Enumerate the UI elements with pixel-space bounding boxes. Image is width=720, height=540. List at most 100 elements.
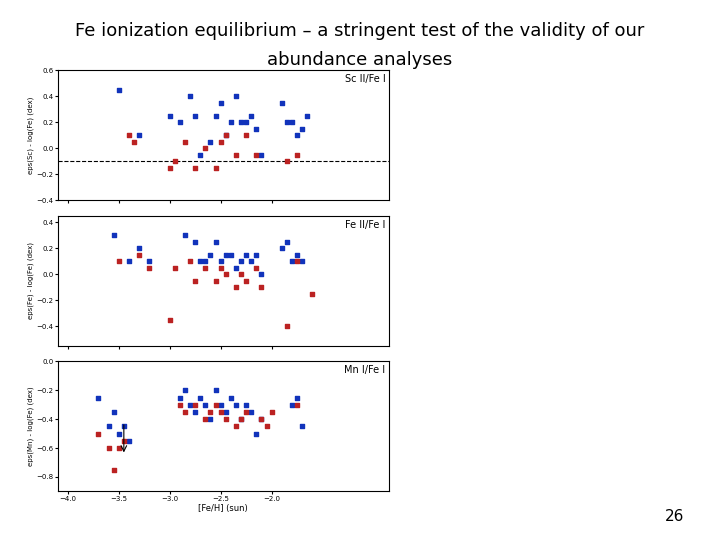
Point <box>246 111 257 120</box>
Point <box>189 401 201 409</box>
Point <box>179 408 191 416</box>
Point <box>108 465 120 474</box>
Point <box>143 264 155 272</box>
Point <box>292 257 303 266</box>
Point <box>240 251 252 259</box>
Point <box>133 244 145 253</box>
Point <box>204 251 216 259</box>
Point <box>123 257 135 266</box>
Point <box>113 257 125 266</box>
Point <box>230 283 242 292</box>
Point <box>210 238 221 246</box>
Point <box>103 422 114 431</box>
Point <box>297 257 308 266</box>
Point <box>199 415 211 423</box>
Point <box>174 393 186 402</box>
Point <box>240 131 252 139</box>
Point <box>194 393 206 402</box>
Point <box>174 401 186 409</box>
Point <box>292 150 303 159</box>
Point <box>281 118 292 126</box>
Text: Mn I/Fe I: Mn I/Fe I <box>344 365 385 375</box>
Point <box>230 264 242 272</box>
Point <box>210 386 221 395</box>
Point <box>235 270 247 279</box>
Point <box>276 98 287 107</box>
Point <box>204 408 216 416</box>
Point <box>240 401 252 409</box>
Point <box>194 257 206 266</box>
Point <box>123 436 135 445</box>
Point <box>210 276 221 285</box>
Point <box>194 150 206 159</box>
Point <box>189 164 201 172</box>
Point <box>210 111 221 120</box>
Point <box>118 436 130 445</box>
Point <box>307 289 318 298</box>
Point <box>184 92 196 100</box>
Point <box>189 238 201 246</box>
Point <box>256 415 267 423</box>
Point <box>199 257 211 266</box>
Point <box>199 401 211 409</box>
Point <box>225 393 237 402</box>
Point <box>225 118 237 126</box>
Point <box>164 315 176 324</box>
Point <box>123 131 135 139</box>
Text: abundance analyses: abundance analyses <box>267 51 453 69</box>
Point <box>179 386 191 395</box>
Point <box>108 231 120 240</box>
Point <box>251 124 262 133</box>
Point <box>246 408 257 416</box>
Point <box>292 393 303 402</box>
Point <box>215 401 226 409</box>
Point <box>215 98 226 107</box>
Point <box>281 322 292 330</box>
Point <box>204 137 216 146</box>
Point <box>215 408 226 416</box>
Point <box>251 251 262 259</box>
Point <box>235 257 247 266</box>
Point <box>189 276 201 285</box>
Point <box>292 131 303 139</box>
Point <box>251 264 262 272</box>
Point <box>169 264 181 272</box>
Point <box>93 429 104 438</box>
Point <box>302 111 313 120</box>
Point <box>230 150 242 159</box>
Point <box>133 131 145 139</box>
Point <box>128 137 140 146</box>
Text: Fe II/Fe I: Fe II/Fe I <box>345 220 385 229</box>
Point <box>199 144 211 152</box>
Point <box>113 444 125 453</box>
Point <box>113 85 125 94</box>
Point <box>276 244 287 253</box>
Text: Fe ionization equilibrium – a stringent test of the validity of our: Fe ionization equilibrium – a stringent … <box>76 22 644 39</box>
Point <box>184 257 196 266</box>
Point <box>266 408 277 416</box>
Point <box>133 251 145 259</box>
Point <box>103 444 114 453</box>
Point <box>113 429 125 438</box>
Point <box>256 270 267 279</box>
Point <box>108 408 120 416</box>
Point <box>240 276 252 285</box>
Point <box>179 137 191 146</box>
Point <box>235 415 247 423</box>
Point <box>225 251 237 259</box>
Point <box>297 124 308 133</box>
Point <box>251 150 262 159</box>
Point <box>261 422 272 431</box>
Point <box>220 131 232 139</box>
Point <box>210 401 221 409</box>
Point <box>215 137 226 146</box>
Text: Sc II/Fe I: Sc II/Fe I <box>345 74 385 84</box>
Point <box>292 401 303 409</box>
Point <box>189 111 201 120</box>
Point <box>281 157 292 166</box>
Point <box>256 150 267 159</box>
Point <box>199 264 211 272</box>
Point <box>256 283 267 292</box>
Point <box>240 118 252 126</box>
Y-axis label: eps(Sc) - log(Fe) (dex): eps(Sc) - log(Fe) (dex) <box>27 97 34 174</box>
